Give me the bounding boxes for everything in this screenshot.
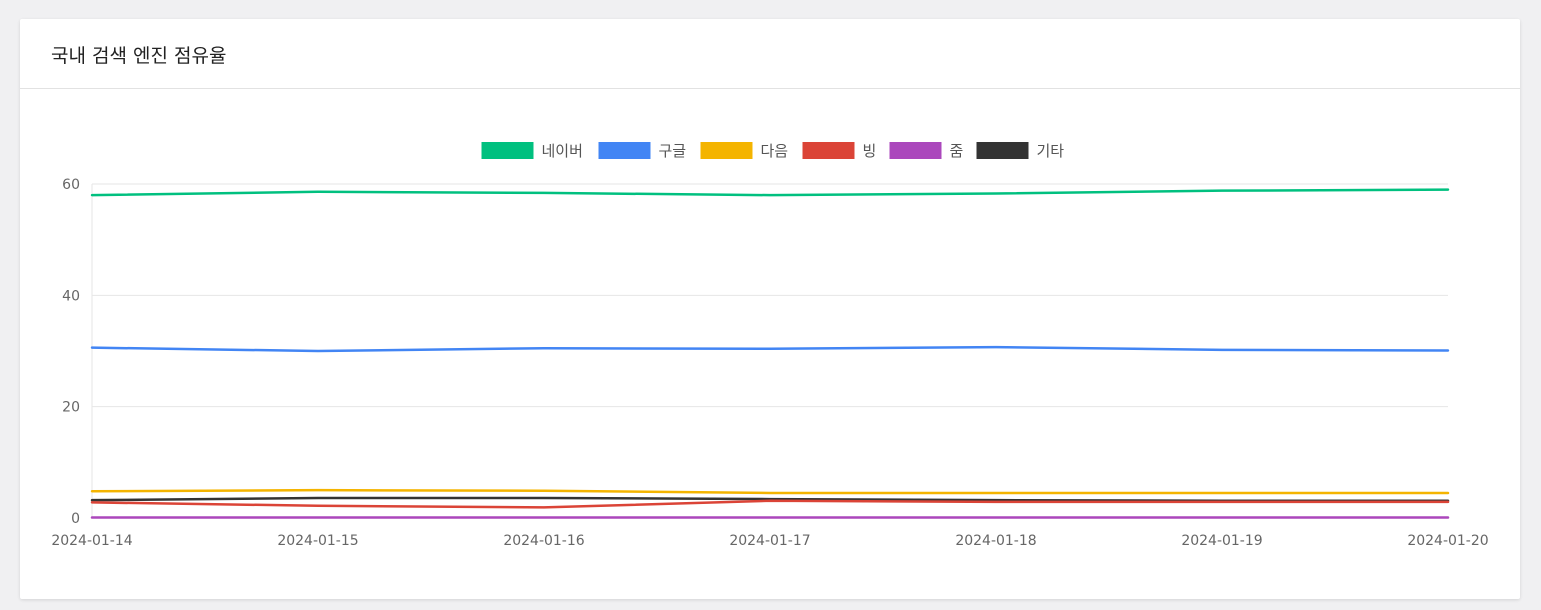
legend-swatch [889,142,942,159]
series-line [90,499,1450,509]
y-tick-label: 60 [62,177,80,193]
legend-swatch [802,142,855,159]
legend-label: 구글 [659,142,687,160]
legend-label: 기타 [1037,142,1065,160]
legend-label: 빙 [863,142,877,160]
series-line [90,488,1450,495]
legend-label: 다음 [761,142,789,160]
legend-item[interactable]: 네이버 [481,142,583,160]
legend-swatch [976,142,1029,159]
y-tick-label: 20 [62,400,80,416]
card-title: 국내 검색 엔진 점유율 [51,45,227,67]
legend-item[interactable]: 빙 [802,142,877,160]
x-tick-label: 2024-01-14 [51,533,132,549]
series-line [90,188,1450,197]
legend-swatch [598,142,651,159]
legend-swatch [481,142,534,159]
legend-label: 줌 [950,142,964,160]
legend-item[interactable]: 기타 [976,142,1065,160]
legend-swatch [700,142,753,159]
card-header: 국내 검색 엔진 점유율 [20,19,1520,89]
x-tick-label: 2024-01-16 [503,533,584,549]
legend: 네이버 구글 다음 빙 줌 기타 [481,142,1065,160]
legend-label: 네이버 [542,142,583,160]
x-axis-ticks: 2024-01-14 2024-01-15 2024-01-16 2024-01-17… [51,533,1488,549]
legend-item[interactable]: 구글 [598,142,687,160]
legend-item[interactable]: 다음 [700,142,789,160]
legend-item[interactable]: 줌 [889,142,964,160]
x-tick-label: 2024-01-18 [955,533,1036,549]
series-line [90,345,1450,353]
x-tick-label: 2024-01-19 [1181,533,1262,549]
x-tick-label: 2024-01-20 [1407,533,1488,549]
y-axis-ticks: 0 20 40 60 [62,177,80,527]
y-tick-label: 40 [62,288,80,304]
y-tick-label: 0 [71,511,80,527]
x-tick-label: 2024-01-15 [277,533,358,549]
series-lines [90,188,1450,519]
x-tick-label: 2024-01-17 [729,533,810,549]
